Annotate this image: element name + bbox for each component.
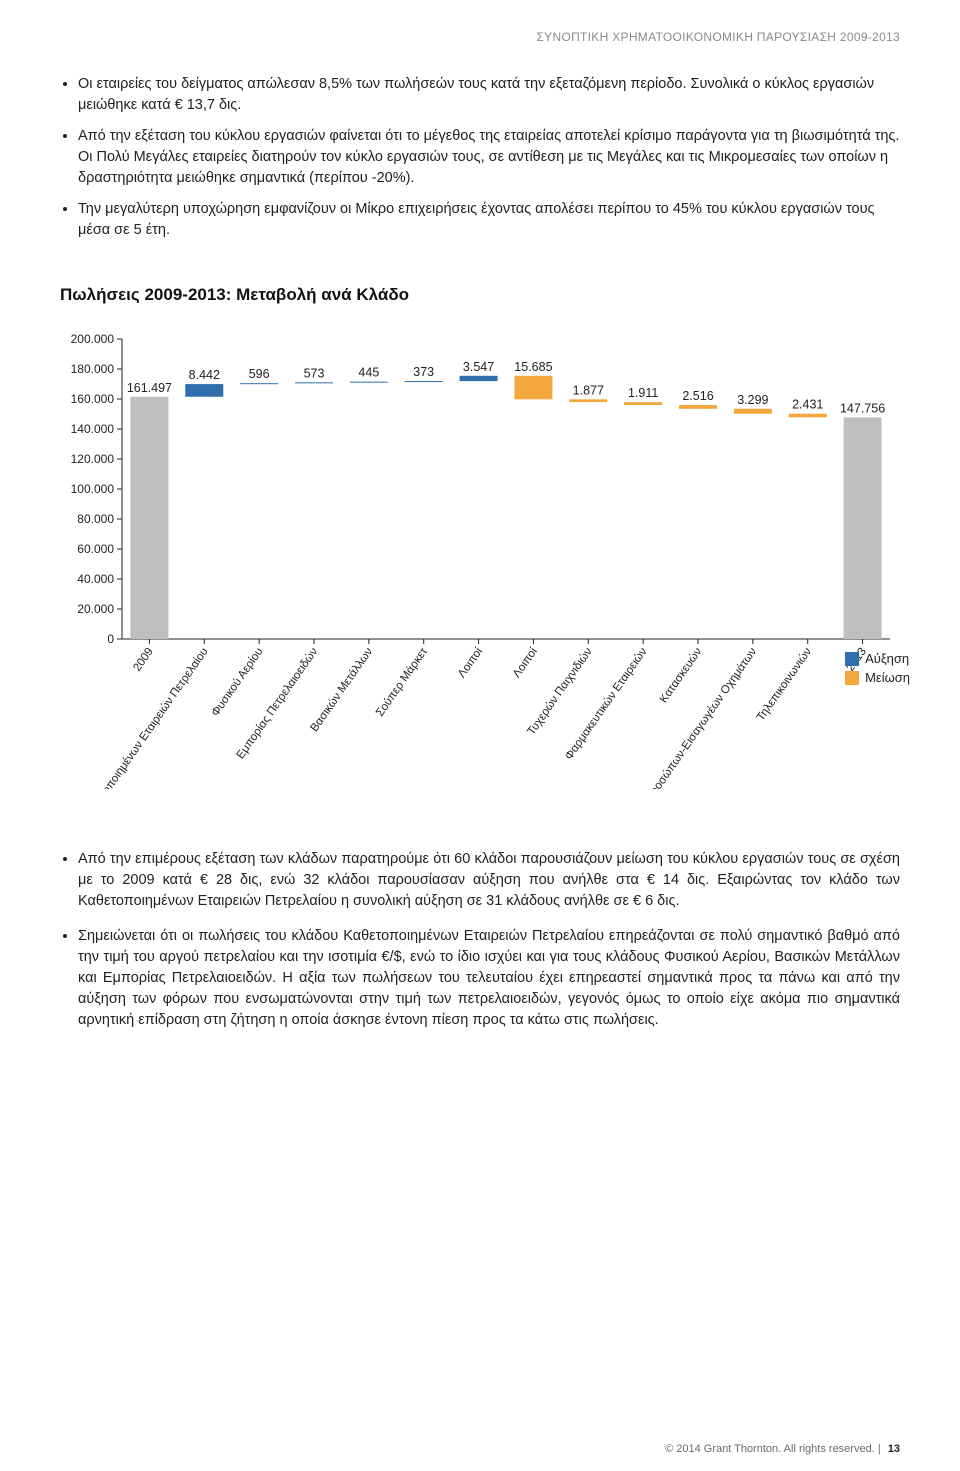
svg-text:20.000: 20.000 bbox=[77, 602, 114, 616]
svg-text:Λοιποί: Λοιποί bbox=[456, 646, 485, 681]
svg-text:Τηλεπικοινωνιών: Τηλεπικοινωνιών bbox=[755, 646, 814, 724]
chart-svg: 0 20.000 40.000 60.000 80.000 100.000 120.000 1… bbox=[60, 329, 900, 789]
svg-text:120.000: 120.000 bbox=[71, 452, 115, 466]
svg-text:161.497: 161.497 bbox=[127, 381, 172, 395]
svg-text:140.000: 140.000 bbox=[71, 422, 115, 436]
svg-text:Σούπερ Μάρκετ: Σούπερ Μάρκετ bbox=[374, 646, 430, 719]
svg-text:373: 373 bbox=[413, 365, 434, 379]
svg-text:596: 596 bbox=[249, 367, 270, 381]
svg-text:15.685: 15.685 bbox=[514, 360, 552, 374]
waterfall-chart: 0 20.000 40.000 60.000 80.000 100.000 120.000 1… bbox=[60, 329, 900, 789]
legend-swatch-increase bbox=[845, 652, 859, 666]
section-title: Πωλήσεις 2009-2013: Μεταβολή ανά Κλάδο bbox=[60, 285, 900, 305]
legend-item: Αύξηση bbox=[845, 651, 910, 666]
svg-text:60.000: 60.000 bbox=[77, 542, 114, 556]
legend-item: Μείωση bbox=[845, 670, 910, 685]
svg-text:3.547: 3.547 bbox=[463, 360, 494, 374]
svg-text:2.516: 2.516 bbox=[682, 389, 713, 403]
list-item: Την μεγαλύτερη υποχώρηση εμφανίζουν οι Μ… bbox=[78, 199, 900, 241]
page-footer: © 2014 Grant Thornton. All rights reserv… bbox=[665, 1443, 900, 1455]
svg-text:200.000: 200.000 bbox=[71, 332, 115, 346]
running-header: ΣΥΝΟΠΤΙΚΗ ΧΡΗΜΑΤΟΟΙΚΟΝΟΜΙΚΗ ΠΑΡΟΥΣΙΑΣΗ 2… bbox=[60, 30, 900, 44]
list-item: Από την επιμέρους εξέταση των κλάδων παρ… bbox=[78, 849, 900, 912]
svg-text:Λοιποί: Λοιποί bbox=[511, 646, 540, 681]
svg-text:180.000: 180.000 bbox=[71, 362, 115, 376]
svg-text:8.442: 8.442 bbox=[189, 368, 220, 382]
svg-text:40.000: 40.000 bbox=[77, 572, 114, 586]
bottom-bullet-list: Από την επιμέρους εξέταση των κλάδων παρ… bbox=[60, 849, 900, 1031]
svg-text:573: 573 bbox=[304, 366, 325, 380]
svg-text:Καθετοποιημένων Εταιρειών Πετρ: Καθετοποιημένων Εταιρειών Πετρελαίου bbox=[83, 646, 211, 789]
page: ΣΥΝΟΠΤΙΚΗ ΧΡΗΜΑΤΟΟΙΚΟΝΟΜΙΚΗ ΠΑΡΟΥΣΙΑΣΗ 2… bbox=[0, 0, 960, 1471]
page-number: 13 bbox=[888, 1443, 900, 1455]
svg-text:2009: 2009 bbox=[131, 646, 156, 674]
list-item: Από την εξέταση του κύκλου εργασιών φαίν… bbox=[78, 126, 900, 189]
legend-label: Μείωση bbox=[865, 670, 910, 685]
svg-text:Κατασκευών: Κατασκευών bbox=[658, 646, 705, 706]
svg-text:Αντιπροσώπων-Εισαγωγέων Οχημάτ: Αντιπροσώπων-Εισαγωγέων Οχημάτων bbox=[632, 646, 759, 789]
list-item: Οι εταιρείες του δείγματος απώλεσαν 8,5%… bbox=[78, 74, 900, 116]
footer-separator: | bbox=[878, 1443, 884, 1455]
legend-label: Αύξηση bbox=[865, 651, 909, 666]
list-item: Σημειώνεται ότι οι πωλήσεις του κλάδου Κ… bbox=[78, 926, 900, 1031]
svg-text:80.000: 80.000 bbox=[77, 512, 114, 526]
svg-text:2.431: 2.431 bbox=[792, 398, 823, 412]
top-bullet-list: Οι εταιρείες του δείγματος απώλεσαν 8,5%… bbox=[60, 74, 900, 241]
svg-text:160.000: 160.000 bbox=[71, 392, 115, 406]
copyright-text: © 2014 Grant Thornton. All rights reserv… bbox=[665, 1443, 875, 1455]
svg-text:1.911: 1.911 bbox=[628, 386, 658, 400]
svg-text:147.756: 147.756 bbox=[840, 401, 885, 415]
svg-text:100.000: 100.000 bbox=[71, 482, 115, 496]
svg-text:Βασικών Μετάλλων: Βασικών Μετάλλων bbox=[309, 646, 376, 734]
svg-text:Φυσικού Αερίου: Φυσικού Αερίου bbox=[210, 646, 266, 719]
svg-text:0: 0 bbox=[107, 632, 114, 646]
legend-swatch-decrease bbox=[845, 671, 859, 685]
svg-text:1.877: 1.877 bbox=[573, 383, 604, 397]
svg-text:3.299: 3.299 bbox=[737, 393, 768, 407]
chart-legend: Αύξηση Μείωση bbox=[845, 651, 910, 689]
svg-text:445: 445 bbox=[358, 366, 379, 380]
